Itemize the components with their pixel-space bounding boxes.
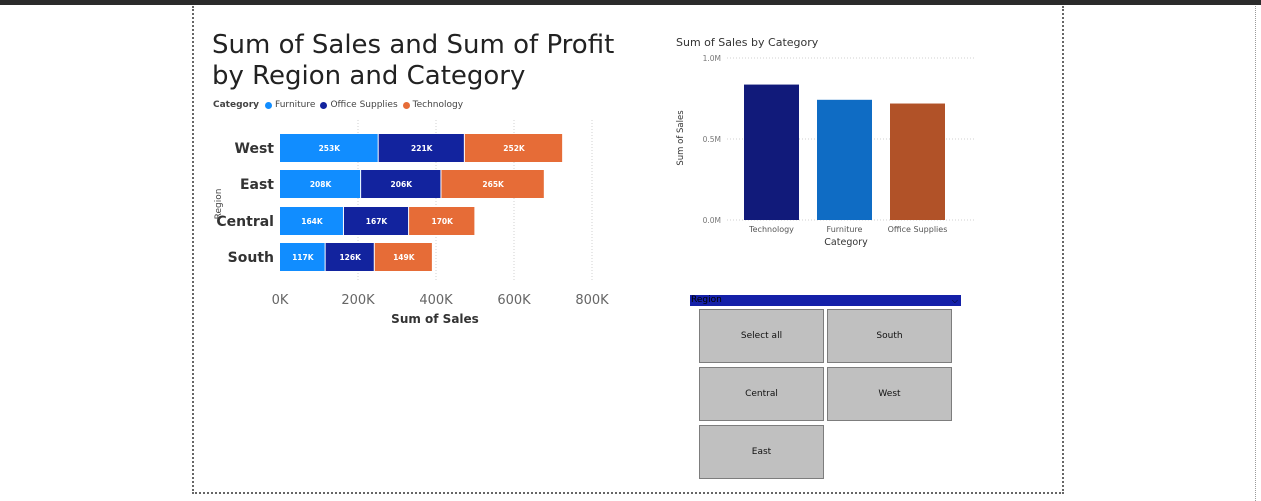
x-tick-label: Office Supplies (888, 225, 948, 234)
legend-label-technology[interactable]: Technology (412, 100, 464, 110)
chart-title: Sum of Sales and Sum of Profit by Region… (212, 30, 615, 91)
slicer-button-west[interactable]: West (827, 367, 952, 421)
legend-dot-technology[interactable] (402, 101, 410, 109)
data-label: 170K (432, 217, 455, 226)
bar-segment-south-office-supplies[interactable] (325, 243, 374, 271)
legend-label-office-supplies[interactable]: Office Supplies (330, 100, 398, 110)
region-label-east: East (240, 177, 274, 193)
page-edge-guide (1255, 6, 1256, 501)
column-technology[interactable] (744, 84, 799, 221)
slicer-header-label: Region (691, 295, 722, 305)
bar-segment-west-office-supplies[interactable] (378, 134, 464, 162)
bar-segment-central-technology[interactable] (409, 207, 475, 235)
stacked-bar-chart[interactable]: West 253K 221K 252K East 208K 206K 265K Central 1… (205, 112, 625, 332)
x-axis-title: Category (824, 237, 868, 248)
y-axis-title: Sum of Sales (676, 110, 686, 166)
bar-segment-west-technology[interactable] (464, 134, 563, 162)
data-label: 117K (292, 253, 315, 262)
chart-legend: Category Furniture Office Supplies Techn… (213, 100, 465, 110)
slicer-button-east[interactable]: East (699, 425, 824, 479)
column-chart-title: Sum of Sales by Category (676, 36, 819, 49)
top-window-bar (0, 0, 1261, 5)
data-label: 149K (393, 253, 416, 262)
x-tick-label: Furniture (827, 225, 863, 234)
column-office-supplies[interactable] (890, 103, 945, 220)
data-label: 126K (339, 253, 362, 262)
y-axis-title: Region (214, 189, 224, 220)
column-chart[interactable]: Sum of Sales by Category 0.0M 0.5M 1.0M Tech… (665, 30, 985, 255)
y-tick-label: 0.0M (703, 216, 721, 225)
column-furniture[interactable] (817, 99, 872, 220)
chevron-down-icon[interactable]: ⌵ (951, 296, 958, 305)
bar-segment-central-furniture[interactable] (280, 207, 343, 235)
bar-segment-south-furniture[interactable] (280, 243, 325, 271)
x-tick-label: Technology (748, 225, 794, 234)
region-label-west: West (235, 141, 275, 157)
bar-segment-west-furniture[interactable] (280, 134, 378, 162)
data-label: 265K (482, 180, 505, 189)
slicer-button-central[interactable]: Central (699, 367, 824, 421)
data-label: 252K (503, 144, 526, 153)
x-tick-label: 800K (575, 293, 609, 308)
slicer-button-south[interactable]: South (827, 309, 952, 363)
data-label: 167K (366, 217, 389, 226)
y-tick-label: 1.0M (703, 54, 721, 63)
x-axis-title: Sum of Sales (391, 312, 479, 326)
slicer-header[interactable]: Region ⌵ (690, 295, 961, 306)
bar-segment-south-technology[interactable] (374, 243, 432, 271)
data-label: 253K (319, 144, 342, 153)
x-tick-label: 200K (341, 293, 375, 308)
y-tick-label: 0.5M (703, 135, 721, 144)
region-slicer[interactable]: Region ⌵ Select all South Central West E… (690, 295, 961, 487)
legend-dot-office-supplies[interactable] (320, 101, 328, 109)
data-label: 164K (301, 217, 324, 226)
legend-title: Category (213, 100, 260, 110)
x-tick-label: 400K (419, 293, 453, 308)
data-label: 206K (391, 180, 414, 189)
bar-segment-east-furniture[interactable] (280, 170, 361, 198)
bar-segment-central-office-supplies[interactable] (343, 207, 409, 235)
x-tick-label: 0K (272, 293, 289, 308)
data-label: 208K (310, 180, 333, 189)
bar-segment-east-office-supplies[interactable] (361, 170, 441, 198)
report-canvas (192, 6, 1064, 494)
bar-segment-east-technology[interactable] (441, 170, 544, 198)
legend-label-furniture[interactable]: Furniture (275, 100, 316, 110)
data-label: 221K (411, 144, 434, 153)
region-label-central: Central (216, 214, 274, 230)
region-label-south: South (228, 250, 274, 266)
x-tick-label: 600K (497, 293, 531, 308)
legend-dot-furniture[interactable] (265, 101, 273, 109)
slicer-button-select-all[interactable]: Select all (699, 309, 824, 363)
